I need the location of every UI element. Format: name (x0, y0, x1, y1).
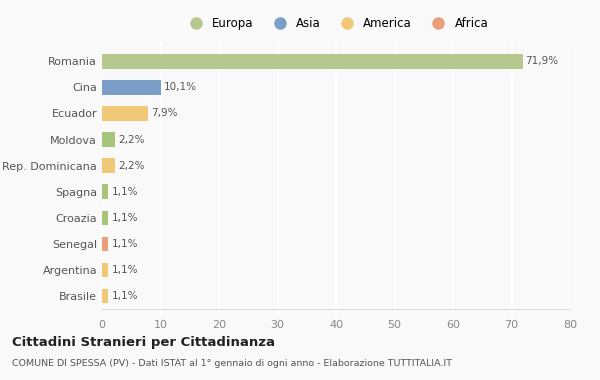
Text: 1,1%: 1,1% (112, 265, 138, 275)
Text: 1,1%: 1,1% (112, 187, 138, 196)
Bar (102, 263, 109, 277)
Bar (102, 80, 161, 95)
Bar (102, 106, 148, 121)
Bar (102, 289, 109, 303)
Bar (102, 132, 115, 147)
Bar (102, 184, 109, 199)
Bar (102, 236, 109, 251)
Text: 2,2%: 2,2% (118, 161, 144, 171)
Legend: Europa, Asia, America, Africa: Europa, Asia, America, Africa (179, 12, 493, 35)
Text: 2,2%: 2,2% (118, 135, 144, 144)
Text: 71,9%: 71,9% (526, 56, 559, 66)
Text: 1,1%: 1,1% (112, 239, 138, 249)
Bar (102, 54, 523, 68)
Text: 1,1%: 1,1% (112, 291, 138, 301)
Text: 10,1%: 10,1% (164, 82, 197, 92)
Text: Cittadini Stranieri per Cittadinanza: Cittadini Stranieri per Cittadinanza (12, 336, 275, 349)
Text: 7,9%: 7,9% (151, 108, 178, 119)
Bar (102, 211, 109, 225)
Bar (102, 158, 115, 173)
Text: COMUNE DI SPESSA (PV) - Dati ISTAT al 1° gennaio di ogni anno - Elaborazione TUT: COMUNE DI SPESSA (PV) - Dati ISTAT al 1°… (12, 359, 452, 368)
Text: 1,1%: 1,1% (112, 213, 138, 223)
